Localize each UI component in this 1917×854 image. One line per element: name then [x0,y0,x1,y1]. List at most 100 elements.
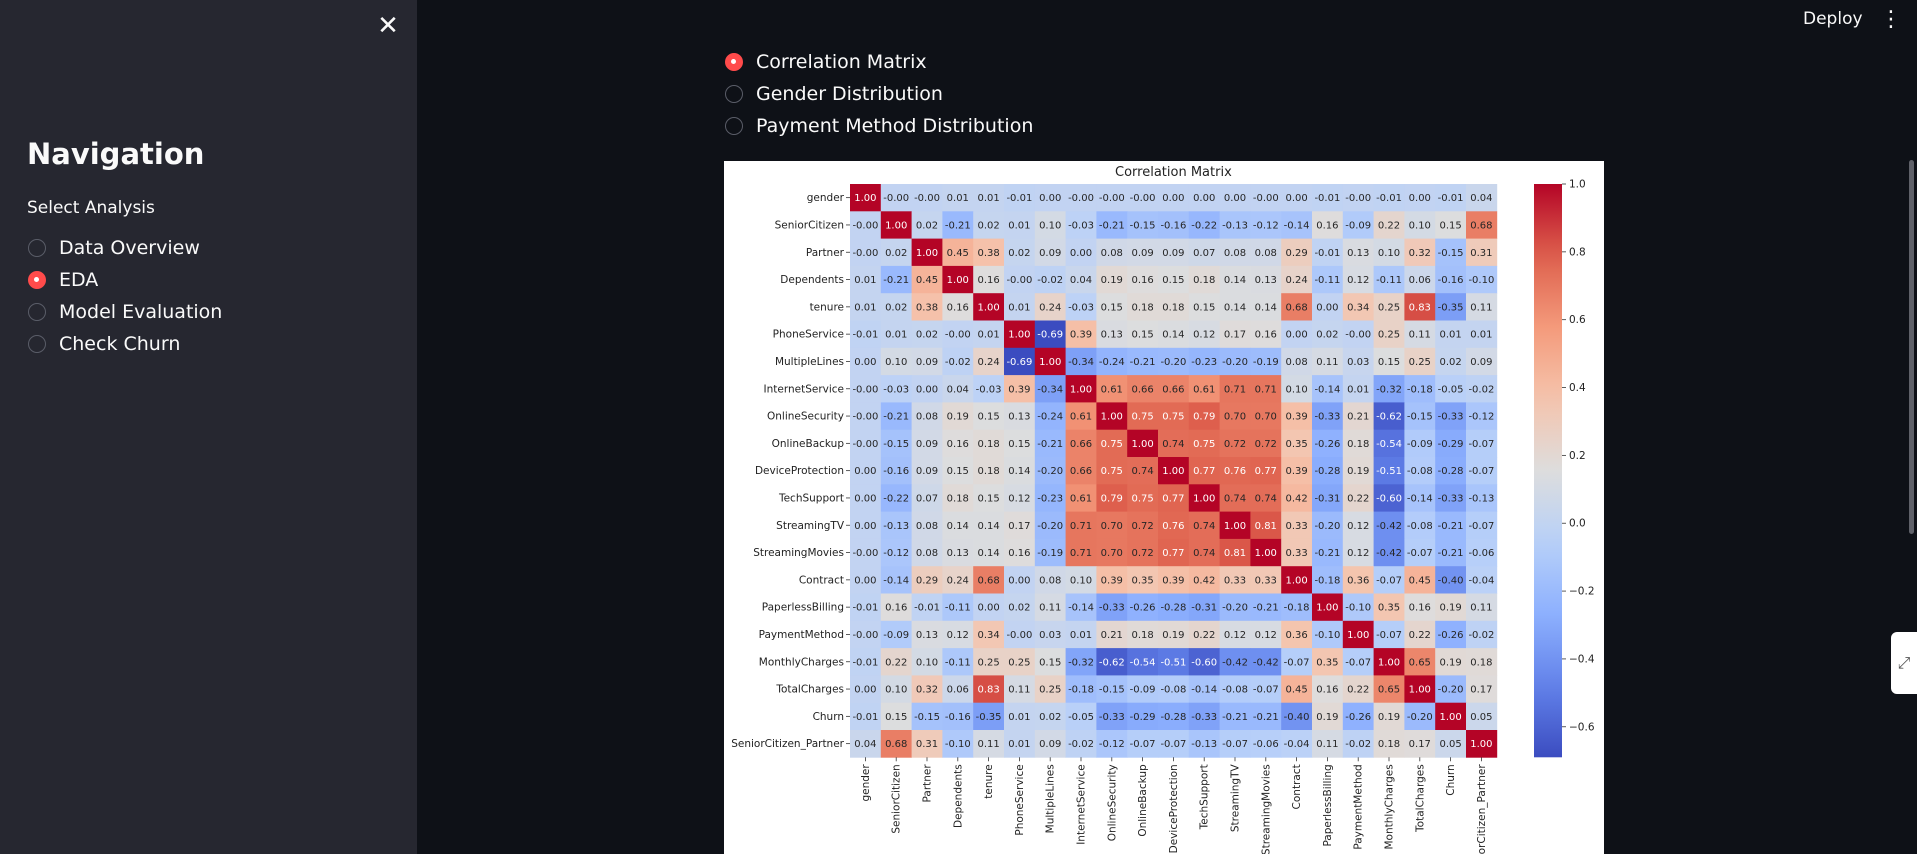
heatmap-cell-value: 0.13 [947,548,969,559]
heatmap-cell [1404,702,1436,731]
heatmap-cell [1219,265,1251,294]
radio-data-overview[interactable]: Data Overview [28,232,222,264]
deploy-button[interactable]: Deploy [1803,9,1863,29]
heatmap-cell [1065,320,1097,349]
heatmap-cell [942,402,974,431]
close-icon[interactable]: ✕ [377,11,399,41]
radio-gender-distribution[interactable]: Gender Distribution [725,78,1033,110]
heatmap-cell-value: -0.04 [1284,739,1310,750]
heatmap-cell [1065,429,1097,458]
radio-button-icon[interactable] [28,303,46,321]
heatmap-cell [1065,730,1097,758]
heatmap-cell [1065,620,1097,649]
heatmap-cell-value: 0.15 [947,466,969,477]
heatmap-cell [942,675,974,704]
heatmap-cell-value: -0.26 [1438,630,1464,641]
heatmap-cell-value: -0.35 [1438,302,1464,313]
heatmap-cell [1219,429,1251,458]
scrollbar[interactable] [1909,160,1914,534]
heatmap-cell-value: 0.15 [1162,275,1184,286]
heatmap-cell [1034,593,1066,622]
y-tick-label: Contract [799,574,844,586]
heatmap-cell-value: -0.13 [883,521,909,532]
heatmap-cell-value: -0.20 [1438,685,1464,696]
x-tick-label: gender [860,764,872,802]
radio-button-selected-icon[interactable] [725,53,743,71]
heatmap-cell [1250,730,1282,758]
heatmap-cell-value: -0.26 [1345,712,1371,723]
heatmap-cell [1312,457,1344,485]
heatmap-cell-value: -0.33 [1438,493,1464,504]
heatmap-cell [1219,620,1251,649]
heatmap-cell [1127,593,1159,622]
heatmap-cell-value: -0.18 [1284,603,1310,614]
radio-button-icon[interactable] [725,117,743,135]
heatmap-cell [1188,730,1220,758]
x-tick-label: SeniorCitizen [891,764,903,833]
heatmap-cell-value: -0.33 [1099,712,1125,723]
heatmap-cell-value: 0.24 [947,575,969,586]
more-vert-icon[interactable]: ⋮ [1880,7,1902,32]
heatmap-cell [973,184,1005,212]
heatmap-cell-value: -0.60 [1376,493,1402,504]
radio-button-icon[interactable] [28,335,46,353]
radio-eda[interactable]: EDA [28,264,222,296]
heatmap-cell [911,375,943,403]
heatmap-cell [973,211,1005,239]
radio-payment-method-distribution[interactable]: Payment Method Distribution [725,110,1033,142]
heatmap-cell [1250,702,1282,731]
heatmap-cell [1312,429,1344,458]
eda-radio-group: Correlation Matrix Gender Distribution P… [725,46,1033,142]
heatmap-cell-value: 0.14 [1008,466,1030,477]
heatmap-cell [1034,347,1066,376]
heatmap-cell [1250,620,1282,649]
radio-button-icon[interactable] [28,239,46,257]
heatmap-cell [1065,211,1097,239]
heatmap-cell [1096,484,1128,512]
heatmap-cell-value: -0.00 [1253,193,1279,204]
heatmap-cell-value: 0.15 [885,712,907,723]
heatmap-cell [1281,184,1313,212]
heatmap-cell [1312,484,1344,512]
heatmap-cell-value: 0.19 [1378,712,1400,723]
heatmap-cell-value: -0.20 [1222,603,1248,614]
heatmap-cell [1342,648,1374,676]
heatmap-cell [911,347,943,376]
x-tick-label: MonthlyCharges [1384,764,1396,849]
heatmap-cell [1034,184,1066,212]
radio-button-icon[interactable] [725,85,743,103]
radio-correlation-matrix[interactable]: Correlation Matrix [725,46,1033,78]
heatmap-cell-value: 0.34 [1347,302,1369,313]
radio-model-evaluation[interactable]: Model Evaluation [28,296,222,328]
heatmap-cell [1404,457,1436,485]
heatmap-cell [850,238,882,267]
heatmap-cell [911,702,943,731]
heatmap-cell-value: -0.18 [1314,575,1340,586]
heatmap-cell [942,238,974,267]
heatmap-cell [1250,566,1282,594]
heatmap-cell-value: 0.24 [977,357,999,368]
heatmap-cell [1158,593,1190,622]
heatmap-cell [1312,238,1344,267]
heatmap-cell [1188,347,1220,376]
heatmap-cell-value: 0.25 [1409,357,1431,368]
heatmap-cell-value: 0.70 [1224,412,1246,423]
heatmap-cell-value: 0.36 [1347,575,1369,586]
heatmap-cell-value: 0.25 [1378,330,1400,341]
heatmap-cell [1004,457,1036,485]
heatmap-cell [1435,730,1467,758]
heatmap-cell-value: -0.21 [1222,712,1248,723]
expand-tab-icon[interactable]: ⤢ [1891,632,1917,694]
heatmap-cell-value: 0.01 [1347,384,1369,395]
heatmap-cell [911,320,943,349]
radio-check-churn[interactable]: Check Churn [28,328,222,360]
heatmap-cell-value: 0.42 [1193,575,1215,586]
heatmap-cell-value: -0.08 [1160,685,1186,696]
heatmap-cell-value: 0.34 [977,630,999,641]
heatmap-cell [850,675,882,704]
heatmap-cell-value: 1.00 [1101,412,1123,423]
heatmap-cell [1004,402,1036,431]
radio-button-selected-icon[interactable] [28,271,46,289]
heatmap-cell [1466,511,1498,540]
heatmap-cell [850,211,882,239]
